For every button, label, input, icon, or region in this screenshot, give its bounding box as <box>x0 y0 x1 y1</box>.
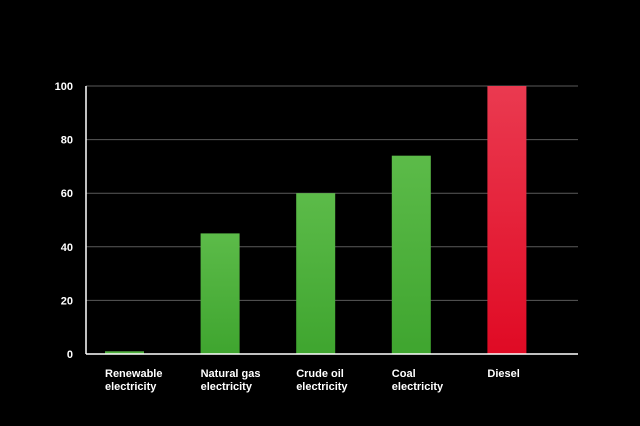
x-category-label: Renewable <box>105 368 162 380</box>
y-tick-label: 60 <box>61 188 73 200</box>
bars <box>105 86 527 354</box>
x-category-label: electricity <box>201 381 253 393</box>
x-category-label: Coal <box>392 368 416 380</box>
x-category-label: electricity <box>105 381 157 393</box>
x-category-label: Diesel <box>487 368 519 380</box>
labels: 020406080100RenewableelectricityNatural … <box>55 81 520 393</box>
axes <box>85 86 578 355</box>
bar <box>487 86 527 354</box>
y-tick-label: 0 <box>67 349 73 361</box>
y-tick-label: 20 <box>61 295 73 307</box>
y-tick-label: 100 <box>55 81 73 93</box>
y-tick-label: 80 <box>61 135 73 147</box>
x-category-label: Natural gas <box>201 368 261 380</box>
x-category-label: Crude oil <box>296 368 344 380</box>
bar <box>105 351 144 354</box>
x-category-label: electricity <box>296 381 348 393</box>
bar <box>200 233 240 354</box>
bar <box>296 193 336 354</box>
y-tick-label: 40 <box>61 242 73 254</box>
bar <box>391 155 431 354</box>
x-category-label: electricity <box>392 381 444 393</box>
